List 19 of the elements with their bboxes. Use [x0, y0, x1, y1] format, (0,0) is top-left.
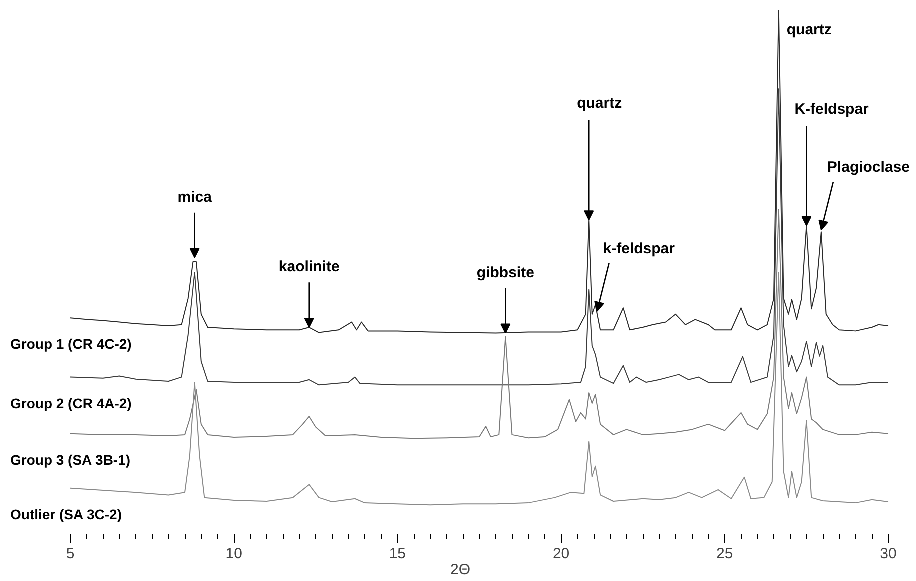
series-label: Group 2 (CR 4A-2) [10, 395, 132, 412]
annotation: quartz [577, 95, 622, 112]
x-tick-label: 30 [880, 546, 897, 562]
x-tick-label: 10 [226, 546, 242, 562]
x-tick-label: 20 [552, 546, 570, 562]
x-tick-label: 15 [389, 546, 406, 562]
x-tick-label: 25 [716, 546, 734, 562]
annotation: kaolinite [278, 258, 340, 276]
x-tick-label: 5 [66, 546, 75, 562]
series-label: Group 3 (SA 3B-1) [10, 452, 131, 468]
annotation: mica [178, 188, 213, 206]
annotation: Plagioclase [827, 159, 910, 176]
annotation: gibbsite [476, 264, 534, 282]
annotation: quartz [786, 22, 832, 38]
annotation: K-feldspar [794, 100, 870, 118]
x-axis-title: 2Θ [450, 562, 471, 578]
series-label: Outlier (SA 3C-2) [10, 506, 122, 522]
series-label: Group 1 (CR 4C-2) [10, 336, 132, 352]
annotation: k-feldspar [603, 240, 676, 258]
